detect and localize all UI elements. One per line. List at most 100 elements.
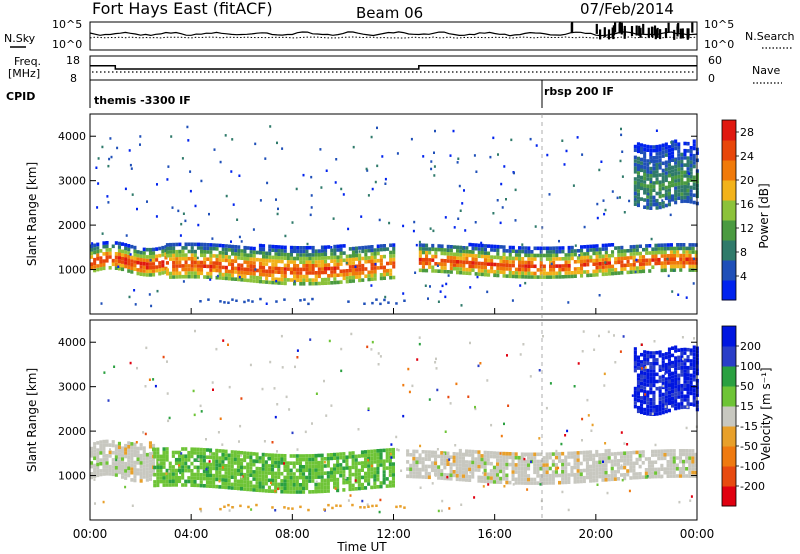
heatmap-cell: [646, 404, 650, 409]
heatmap-cell: [202, 448, 206, 452]
heatmap-cell: [503, 165, 506, 168]
heatmap-cell: [564, 274, 568, 279]
heatmap-cell: [289, 486, 293, 491]
heatmap-cell: [124, 461, 128, 466]
heatmap-cell: [483, 244, 487, 248]
heatmap-cell: [449, 477, 453, 481]
heatmap-cell: [320, 482, 324, 486]
heatmap-cell: [277, 277, 281, 282]
heatmap-cell: [127, 459, 131, 463]
heatmap-cell: [527, 481, 531, 485]
heatmap-cell: [479, 362, 482, 365]
heatmap-cell: [555, 264, 559, 268]
heatmap-cell: [680, 401, 684, 406]
heatmap-cell: [162, 465, 166, 469]
heatmap-cell: [379, 448, 383, 453]
heatmap-cell: [636, 391, 640, 396]
heatmap-cell: [468, 453, 472, 457]
heatmap-cell: [545, 257, 549, 261]
heatmap-cell: [613, 462, 617, 467]
heatmap-cell: [644, 468, 648, 472]
heatmap-cell: [203, 257, 207, 261]
heatmap-cell: [458, 452, 462, 457]
heatmap-cell: [692, 392, 696, 396]
heatmap-cell: [539, 253, 543, 258]
heatmap-cell: [174, 472, 178, 476]
heatmap-cell: [692, 193, 696, 198]
heatmap-cell: [182, 212, 185, 215]
heatmap-cell: [252, 254, 256, 258]
heatmap-cell: [564, 267, 568, 272]
heatmap-cell: [496, 255, 500, 260]
heatmap-cell: [339, 273, 343, 277]
heatmap-cell: [215, 268, 219, 273]
heatmap-cell: [366, 169, 369, 172]
heatmap-cell: [468, 253, 472, 258]
heatmap-cell: [330, 246, 333, 249]
heatmap-cell: [558, 459, 562, 463]
heatmap-cell: [373, 273, 377, 278]
heatmap-cell: [646, 166, 650, 170]
heatmap-cell: [677, 373, 681, 378]
heatmap-cell: [677, 395, 681, 399]
heatmap-cell: [614, 267, 618, 272]
heatmap-cell: [262, 269, 266, 273]
heatmap-cell: [407, 367, 410, 371]
heatmap-cell: [336, 244, 340, 249]
heatmap-cell: [302, 472, 306, 476]
heatmap-cell: [652, 380, 656, 384]
heatmap-cell: [459, 260, 463, 264]
heatmap-cell: [649, 376, 653, 380]
heatmap-cell: [527, 477, 531, 482]
heatmap-cell: [159, 454, 163, 459]
heatmap-cell: [676, 246, 680, 251]
heatmap-cell: [561, 469, 565, 474]
heatmap-cell: [136, 461, 140, 465]
heatmap-cell: [689, 196, 692, 200]
heatmap-cell: [437, 300, 440, 303]
heatmap-cell: [434, 461, 438, 466]
heatmap-cell: [289, 245, 293, 250]
heatmap-cell: [444, 295, 447, 299]
heatmap-cell: [604, 449, 608, 453]
heatmap-cell: [240, 451, 244, 455]
heatmap-cell: [184, 271, 188, 275]
heatmap-cell: [622, 335, 625, 338]
heatmap-cell: [539, 452, 543, 457]
heatmap-cell: [124, 246, 128, 251]
heatmap-cell: [441, 284, 444, 288]
heatmap-cell: [471, 460, 475, 465]
heatmap-cell: [314, 457, 318, 462]
heatmap-cell: [586, 252, 590, 256]
heatmap-cell: [511, 459, 515, 463]
heatmap-cell: [492, 212, 495, 215]
heatmap-cell: [291, 507, 294, 510]
heatmap-cell: [506, 354, 508, 357]
heatmap-cell: [539, 264, 543, 269]
heatmap-cell: [576, 469, 580, 473]
heatmap-cell: [674, 164, 678, 169]
heatmap-cell: [327, 256, 331, 260]
heatmap-cell: [669, 456, 673, 460]
heatmap-cell: [187, 479, 191, 484]
heatmap-cell: [135, 441, 138, 444]
heatmap-cell: [142, 265, 146, 270]
heatmap-cell: [121, 460, 125, 465]
heatmap-cell: [465, 260, 469, 265]
heatmap-cell: [465, 246, 469, 250]
heatmap-cell: [274, 259, 278, 263]
heatmap-cell: [355, 264, 359, 269]
heatmap-cell: [386, 272, 390, 277]
heatmap-cell: [633, 155, 637, 160]
heatmap-cell: [202, 458, 206, 463]
heatmap-cell: [520, 481, 524, 485]
heatmap-cell: [280, 453, 284, 458]
heatmap-cell: [196, 469, 200, 473]
heatmap-cell: [187, 271, 191, 275]
heatmap-cell: [514, 219, 517, 222]
heatmap-cell: [640, 143, 644, 147]
noise-spike: [686, 28, 689, 39]
heatmap-cell: [643, 364, 647, 369]
heatmap-cell: [678, 459, 682, 464]
heatmap-cell: [471, 471, 475, 475]
